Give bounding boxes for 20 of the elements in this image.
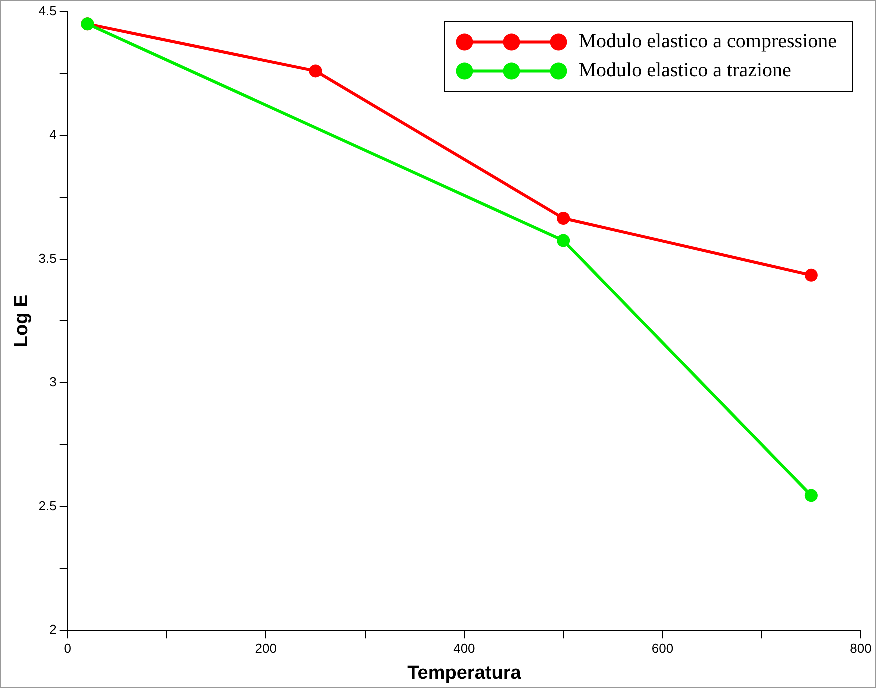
x-tick-label: 600 [652, 640, 674, 656]
x-axis-title: Temperatura [408, 662, 522, 684]
x-tick-label: 800 [850, 640, 872, 656]
x-tick-label: 0 [64, 640, 72, 656]
point [309, 64, 322, 78]
y-tick-label: 4.5 [38, 3, 57, 18]
point [557, 234, 570, 248]
y-tick-label: 3 [50, 374, 57, 390]
point [557, 212, 570, 225]
x-tick-label: 400 [454, 640, 476, 656]
point [804, 268, 818, 282]
y-axis-title: Log E [12, 294, 33, 348]
x-tick-label: 200 [255, 640, 278, 656]
y-tick-label: 2 [50, 622, 57, 638]
y-tick-label: 2.5 [38, 498, 57, 514]
y-tick-label: 4 [50, 127, 57, 142]
y-tick-label: 3.5 [38, 250, 57, 266]
legend-label: Modulo elastico a trazione [578, 60, 792, 82]
legend-label: Modulo elastico a compressione [578, 30, 838, 53]
point [804, 489, 818, 502]
